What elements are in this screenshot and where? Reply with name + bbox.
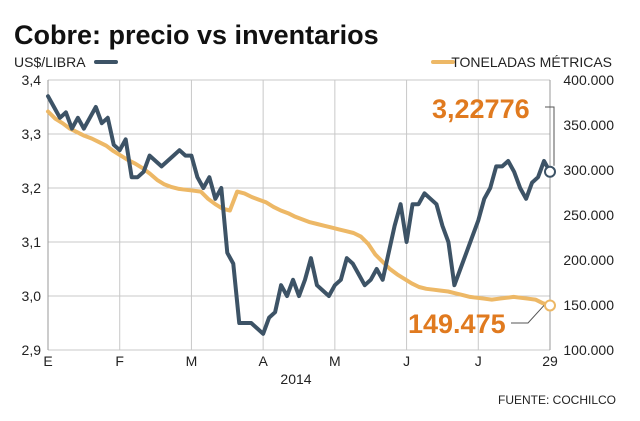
- x-tick-label: 29: [542, 353, 558, 369]
- left-tick-label: 3,2: [22, 180, 42, 196]
- x-tick-label: E: [43, 353, 52, 369]
- left-tick-label: 3,3: [22, 126, 42, 142]
- right-tick-label: 250.000: [563, 207, 614, 223]
- x-tick-label: M: [329, 353, 341, 369]
- right-tick-label: 350.000: [563, 117, 614, 133]
- price-end-marker: [544, 165, 556, 178]
- left-tick-label: 3,1: [22, 234, 42, 250]
- inventory-series-line: [46, 109, 552, 308]
- x-tick-label: M: [186, 353, 198, 369]
- right-tick-label: 200.000: [563, 252, 614, 268]
- inventory-end-marker: [544, 299, 556, 312]
- right-tick-label: 300.000: [563, 162, 614, 178]
- right-tick-label: 400.000: [563, 72, 614, 88]
- x-tick-label: F: [115, 353, 124, 369]
- inventory-callout-value: 149.475: [408, 309, 506, 339]
- source-note: FUENTE: COCHILCO: [498, 393, 616, 407]
- left-tick-label: 3,4: [22, 72, 42, 88]
- left-tick-label: 3,0: [22, 288, 42, 304]
- left-tick-label: 2,9: [22, 342, 42, 358]
- inventory-callout-leader: [511, 305, 545, 324]
- x-tick-label: J: [475, 353, 482, 369]
- year-label: 2014: [280, 371, 311, 387]
- x-tick-label: A: [258, 353, 268, 369]
- right-axis-label: TONELADAS MÉTRICAS: [451, 54, 612, 70]
- gridlines: [47, 79, 551, 351]
- chart-title: Cobre: precio vs inventarios: [14, 20, 379, 50]
- left-axis-label: US$/LIBRA: [14, 54, 86, 70]
- left-axis-ticks: 3,4 3,3 3,2 3,1 3,0 2,9: [22, 72, 42, 358]
- right-tick-label: 150.000: [563, 297, 614, 313]
- price-callout-value: 3,22776: [432, 94, 530, 124]
- right-tick-label: 100.000: [563, 342, 614, 358]
- price-series-line: [46, 94, 552, 336]
- price-callout-leader: [545, 106, 555, 166]
- x-axis-ticks: E F M A M J J 29: [43, 353, 558, 369]
- right-axis-ticks: 400.000 350.000 300.000 250.000 200.000 150.0…: [563, 72, 614, 358]
- x-tick-label: J: [403, 353, 410, 369]
